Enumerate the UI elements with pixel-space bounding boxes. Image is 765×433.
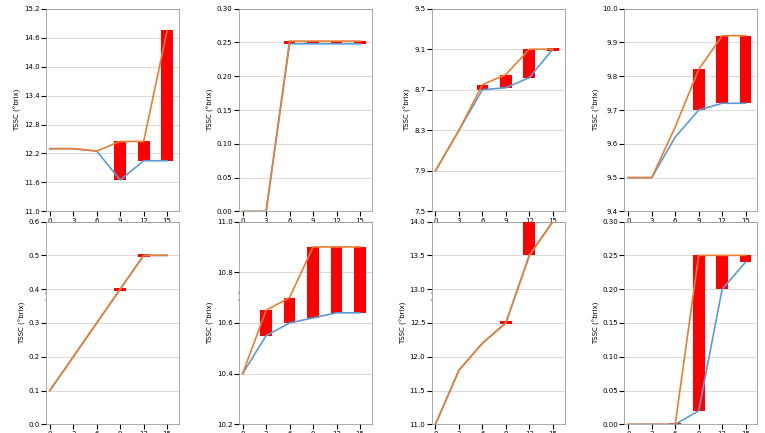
Bar — [138, 142, 149, 161]
X-axis label: 1
Sample ID; Storage time (0-
15days): 1 Sample ID; Storage time (0- 15days) — [66, 225, 159, 246]
Bar — [669, 423, 681, 426]
Bar — [740, 36, 751, 103]
Bar — [260, 310, 272, 336]
Y-axis label: TSSC (°brix): TSSC (°brix) — [207, 89, 214, 131]
Y-axis label: TSSC (°brix): TSSC (°brix) — [592, 302, 600, 344]
Bar — [477, 85, 488, 90]
Y-axis label: TSSC (°brix): TSSC (°brix) — [592, 89, 600, 131]
Bar — [308, 41, 319, 44]
Bar — [114, 142, 126, 180]
Y-axis label: TSSC (°brix): TSSC (°brix) — [399, 302, 407, 344]
Y-axis label: TSSC (°brix): TSSC (°brix) — [18, 302, 25, 344]
Bar — [500, 321, 512, 324]
Bar — [284, 297, 295, 323]
Bar — [693, 69, 705, 110]
Bar — [330, 247, 343, 313]
Bar — [330, 41, 343, 44]
Y-axis label: TSSC (°brix): TSSC (°brix) — [207, 302, 214, 344]
Bar — [523, 222, 535, 255]
Bar — [716, 255, 728, 289]
Bar — [523, 49, 535, 78]
Bar — [138, 254, 149, 257]
Bar — [114, 288, 126, 291]
Bar — [716, 36, 728, 103]
Bar — [284, 41, 295, 44]
Y-axis label: TSSC (°brix): TSSC (°brix) — [404, 89, 412, 131]
Legend: Room temperature, Sunlight Exposure: Room temperature, Sunlight Exposure — [431, 291, 507, 304]
Bar — [354, 247, 366, 313]
Legend: Room temperature, Sunlight Exposure: Room temperature, Sunlight Exposure — [239, 291, 314, 304]
Bar — [500, 74, 512, 88]
X-axis label: 3
Sample ID; Storage time (0-
15days): 3 Sample ID; Storage time (0- 15days) — [451, 225, 545, 246]
Y-axis label: TSSC (°brix): TSSC (°brix) — [14, 89, 21, 131]
Legend: Room temperature, Sunlight Exposure: Room temperature, Sunlight Exposure — [625, 291, 700, 304]
Bar — [308, 247, 319, 318]
Bar — [547, 48, 558, 51]
Bar — [693, 255, 705, 411]
Legend: Room temperature, Sunlight Exposure: Room temperature, Sunlight Exposure — [46, 291, 122, 304]
X-axis label: 4
Sample ID; Storage time (0-
15days): 4 Sample ID; Storage time (0- 15days) — [644, 225, 737, 246]
Bar — [740, 255, 751, 262]
Bar — [161, 30, 173, 161]
Bar — [354, 41, 366, 44]
X-axis label: 2
Sample ID; Storage time (0-
15days): 2 Sample ID; Storage time (0- 15days) — [259, 225, 352, 246]
